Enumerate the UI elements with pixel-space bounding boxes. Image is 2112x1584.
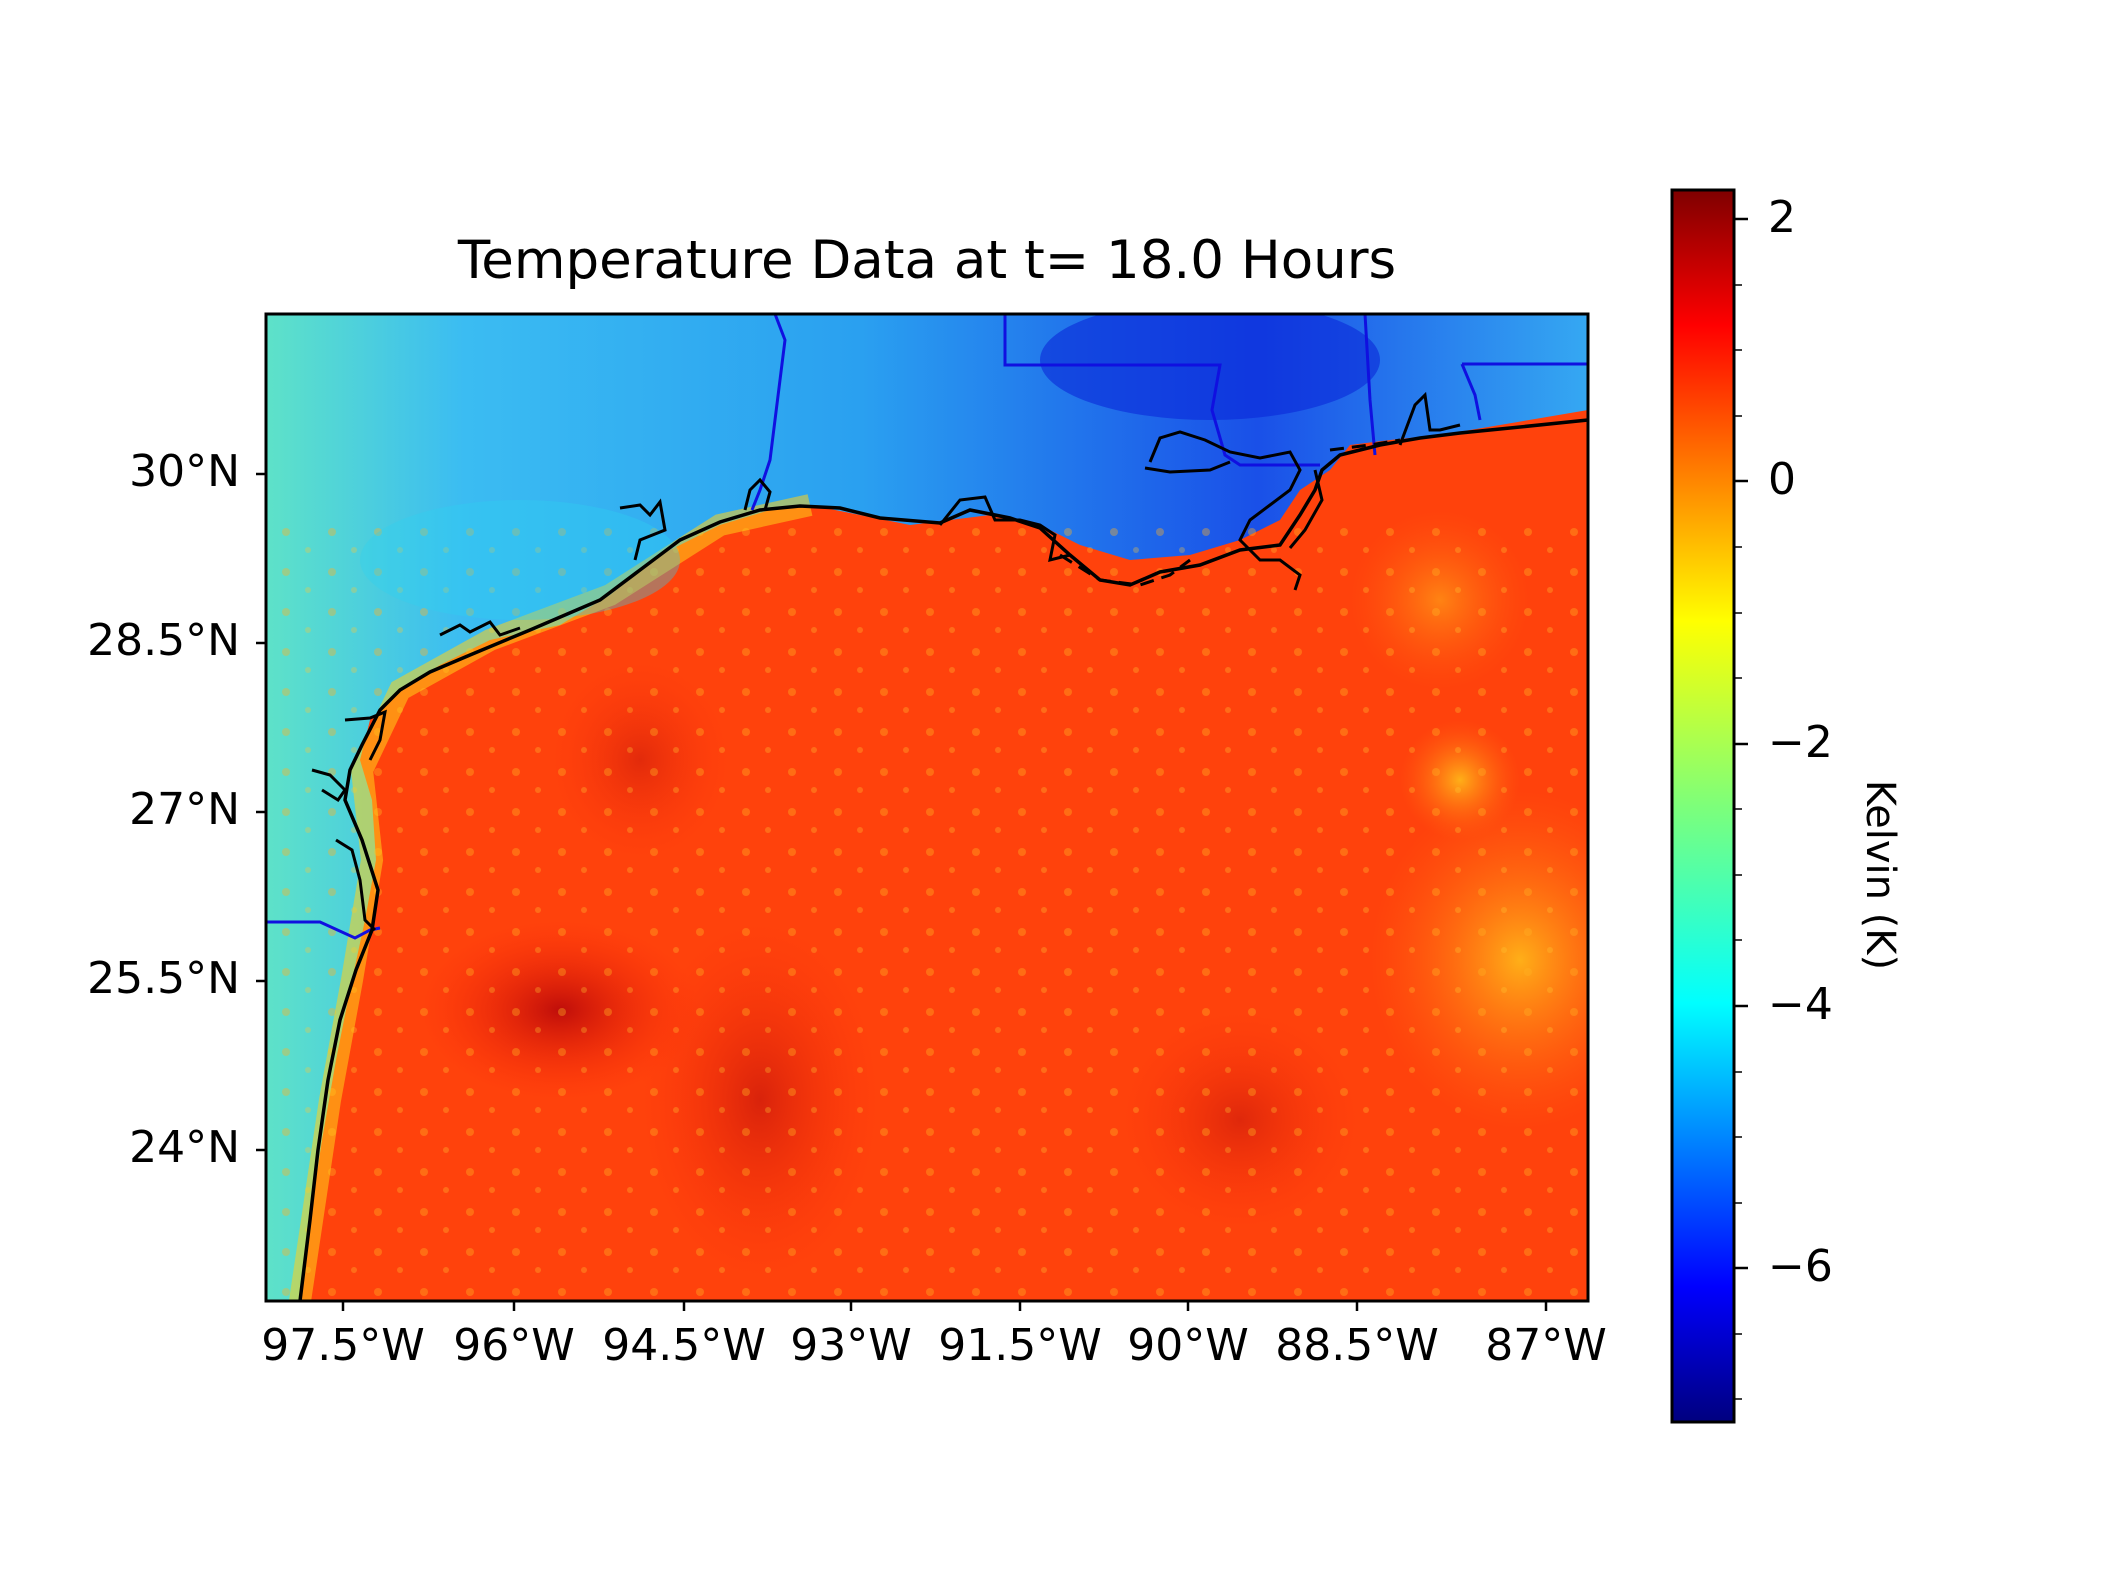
colorbar-gradient	[1670, 188, 1736, 1424]
colorbar-tick-minus-4: −4	[1768, 979, 1833, 1030]
colorbar	[1670, 188, 1748, 1424]
lon-label-97-5w: 97.5°W	[261, 1320, 425, 1371]
colorbar-tick-2: 2	[1768, 192, 1796, 243]
lat-label-27n: 27°N	[129, 784, 240, 835]
lon-label-90w: 90°W	[1127, 1320, 1249, 1371]
lon-label-91-5w: 91.5°W	[938, 1320, 1102, 1371]
colorbar-label: Kelvin (K)	[1857, 779, 1903, 971]
colorbar-tick-minus-6: −6	[1768, 1241, 1833, 1292]
map-frame	[264, 312, 1590, 1303]
colorbar-tick-minus-2: −2	[1768, 717, 1833, 768]
lon-label-96w: 96°W	[453, 1320, 575, 1371]
lat-label-28-5n: 28.5°N	[87, 615, 240, 666]
map-panel	[266, 314, 1588, 1301]
lon-label-93w: 93°W	[790, 1320, 912, 1371]
coastline	[298, 418, 1588, 1301]
lon-label-87w: 87°W	[1485, 1320, 1607, 1371]
colorbar-tick-0: 0	[1768, 454, 1796, 505]
lon-label-94-5w: 94.5°W	[602, 1320, 766, 1371]
lon-label-88-5w: 88.5°W	[1275, 1320, 1439, 1371]
lat-label-25-5n: 25.5°N	[87, 953, 240, 1004]
lat-label-24n: 24°N	[129, 1122, 240, 1173]
lat-label-30n: 30°N	[129, 446, 240, 497]
chart-title: Temperature Data at t= 18.0 Hours	[457, 230, 1397, 291]
